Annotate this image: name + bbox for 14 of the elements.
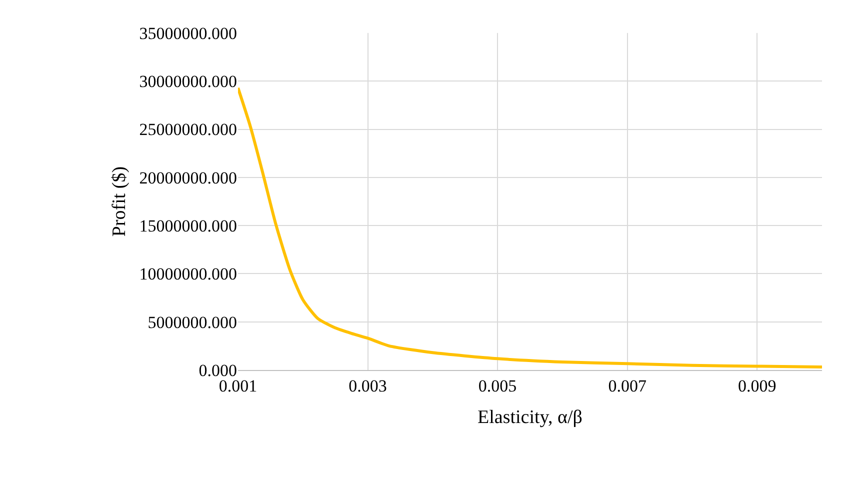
y-tick-label: 35000000.000 <box>139 24 237 43</box>
line-series <box>238 86 822 369</box>
y-tick-label: 15000000.000 <box>139 216 237 236</box>
y-tick-label: 20000000.000 <box>139 168 237 188</box>
x-tick-label: 0.005 <box>478 376 517 396</box>
y-tick-label: 30000000.000 <box>139 72 237 92</box>
x-axis-title: Elasticity, α/β <box>478 407 582 428</box>
x-tick-label: 0.009 <box>738 376 776 396</box>
y-tick-label: 25000000.000 <box>139 120 237 140</box>
y-tick-label: 5000000.000 <box>148 312 237 332</box>
x-tick-label: 0.003 <box>348 376 387 396</box>
x-tick-label: 0.007 <box>608 376 647 396</box>
y-axis-title: Profit ($) <box>109 166 130 237</box>
y-tick-label: 10000000.000 <box>139 264 237 284</box>
